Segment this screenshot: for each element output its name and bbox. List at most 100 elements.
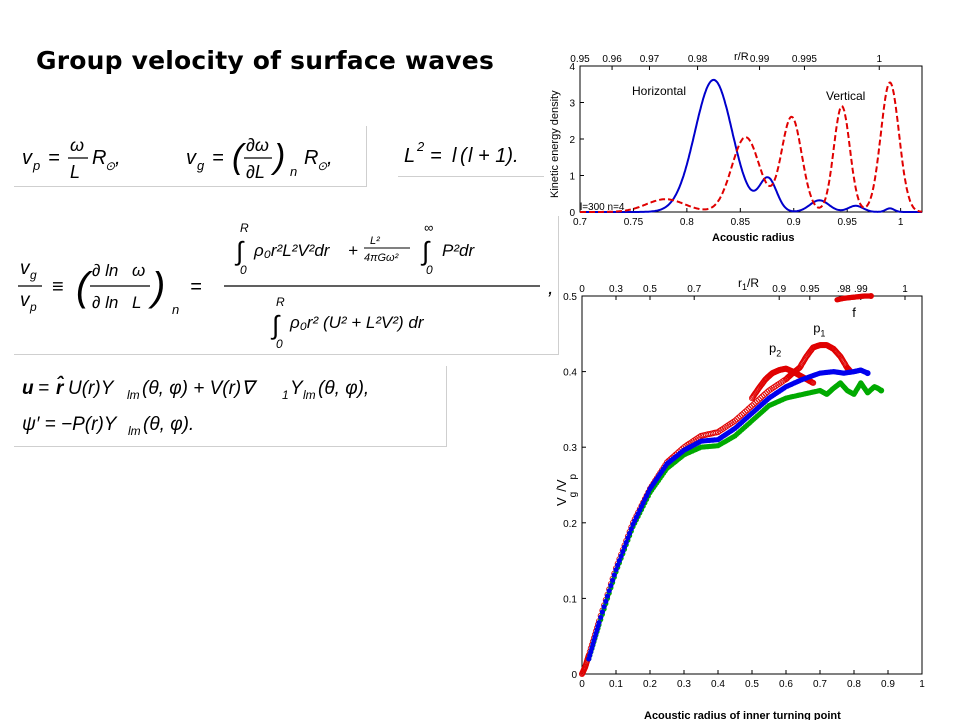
svg-text:∞: ∞: [424, 220, 433, 235]
chart2-x-tick-label: 1: [919, 679, 925, 690]
chart2-point: [604, 593, 611, 599]
svg-text:ψ′ = −P(r)Y: ψ′ = −P(r)Y: [22, 414, 118, 435]
chart2-x-tick-label: 0.1: [609, 679, 623, 690]
chart2-plot-frame: [581, 295, 923, 675]
svg-text:Y: Y: [290, 378, 304, 399]
chart1-y-tick-label: 2: [569, 135, 575, 146]
chart2-top-tick-label: 0.5: [643, 284, 657, 295]
svg-text:2: 2: [416, 139, 425, 154]
svg-text:P²dr: P²dr: [442, 241, 475, 260]
svg-text:R: R: [304, 147, 318, 169]
svg-text:L: L: [132, 293, 141, 312]
svg-text:4πGω²: 4πGω²: [364, 252, 399, 264]
svg-text:≡: ≡: [52, 276, 64, 298]
chart2-series-f: [834, 292, 874, 303]
chart2-x-tick-label: 0.3: [677, 679, 691, 690]
chart2-point: [608, 582, 614, 589]
svg-text:u: u: [22, 378, 34, 399]
chart2-x-tick-label: 0.6: [779, 679, 793, 690]
svg-text:1: 1: [282, 388, 289, 402]
chart2-x-tick-label: 0: [579, 679, 585, 690]
svg-text:g: g: [197, 158, 205, 173]
chart2-point: [623, 539, 629, 546]
svg-text:ρ₀r²L²V²dr: ρ₀r²L²V²dr: [253, 241, 331, 260]
chart2-point: [606, 588, 612, 594]
chart2-y-tick-label: 0.1: [563, 594, 577, 605]
chart1-x-tick-label: 0.7: [573, 217, 587, 228]
chart1-legend-vertical: Vertical: [826, 89, 865, 103]
chart2-x-tick-label: 0.9: [881, 679, 895, 690]
kinetic-energy-chart: r/R Acoustic radius Kinetic energy densi…: [549, 51, 923, 244]
chart2-top-tick-label: 1: [902, 284, 908, 295]
svg-text:R: R: [92, 147, 106, 169]
svg-text:v: v: [20, 258, 31, 279]
chart1-ylabel: Kinetic energy density: [549, 90, 561, 198]
svg-text:∫: ∫: [234, 236, 245, 266]
chart1-series-vertical-line: [580, 81, 923, 213]
chart2-point: [752, 399, 759, 406]
chart1-y-tick-label: 4: [569, 62, 575, 73]
chart2-point: [742, 408, 749, 415]
chart2-point: [750, 401, 757, 408]
chart2-series-blue: [586, 367, 871, 662]
chart2-top-tick-label: .99: [854, 284, 868, 295]
chart2-point: [743, 407, 750, 414]
chart1-x-tick-label: 0.95: [837, 217, 857, 228]
svg-text:⊙: ⊙: [105, 159, 116, 173]
chart2-point: [618, 553, 624, 559]
chart2-point: [737, 413, 744, 420]
svg-text:n: n: [172, 302, 179, 317]
chart1-xlabel: Acoustic radius: [712, 232, 795, 244]
chart2-annotation-p1: p1: [813, 320, 825, 338]
chart2-point: [738, 411, 745, 418]
chart2-point: [731, 417, 738, 424]
chart2-point: [754, 398, 761, 405]
chart2-y-tick-label: 0.2: [563, 519, 577, 530]
chart2-point: [603, 598, 609, 604]
chart1-y-tick-label: 3: [569, 99, 575, 110]
equation-ratio-svg: v g v p ≡ ( ∂ ln ω ∂ ln L ) n = R ∫ 0 ρ₀…: [18, 220, 554, 351]
svg-text:(: (: [76, 265, 93, 309]
chart2-annotation-f: f: [852, 305, 856, 320]
chart2-y-tick-label: 0.4: [563, 368, 577, 379]
equation-group-velocity-ratio: v g v p ≡ ( ∂ ln ω ∂ ln L ) n = R ∫ 0 ρ₀…: [14, 216, 559, 355]
chart2-point: [810, 379, 817, 386]
chart1-legend-horizontal: Horizontal: [632, 84, 686, 98]
chart2-point: [733, 416, 740, 423]
chart2-x-tick-label: 0.8: [847, 679, 861, 690]
svg-text:v: v: [20, 290, 31, 311]
chart2-point: [864, 370, 871, 377]
chart2-x-tick-label: 0.7: [813, 679, 827, 690]
chart2-point: [740, 410, 747, 417]
chart2-point: [610, 577, 616, 583]
svg-text:lm: lm: [303, 388, 316, 402]
svg-text:(: (: [232, 138, 247, 176]
svg-text:p: p: [29, 300, 37, 314]
chart2-top-tick-label: 0.7: [687, 284, 701, 295]
svg-text:∂ ln: ∂ ln: [92, 261, 118, 280]
chart2-top-axis-label: r1/R: [738, 276, 759, 292]
chart2-xlabel: Acoustic radius of inner turning point: [644, 710, 841, 720]
chart2-point: [878, 387, 885, 394]
chart2-top-tick-label: .98: [837, 284, 851, 295]
chart2-point: [760, 392, 767, 399]
chart2-point: [601, 604, 607, 610]
chart2-point: [745, 405, 752, 412]
svg-text:ω: ω: [70, 135, 84, 155]
svg-text:0: 0: [426, 263, 433, 277]
svg-text:g: g: [30, 268, 37, 282]
equation-velocity-definitions: v p = ω L R ⊙ , v g = ( ∂ω ∂L ) n R ⊙ ,: [14, 126, 367, 187]
svg-text:(θ, φ) + V(r)∇: (θ, φ) + V(r)∇: [142, 378, 258, 399]
chart2-point: [621, 544, 628, 550]
chart2-ylabel: Vg/Vp: [554, 473, 579, 506]
chart1-top-axis-label: r/R: [734, 51, 749, 63]
group-velocity-chart: r1/R Acoustic radius of inner turning po…: [554, 276, 925, 720]
svg-text:R: R: [240, 221, 249, 235]
chart1-x-tick-label: 0.75: [624, 217, 644, 228]
svg-text:,: ,: [115, 147, 121, 169]
chart2-point: [762, 390, 769, 397]
slide-title: Group velocity of surface waves: [36, 46, 495, 75]
equation-vp-vg-svg: v p = ω L R ⊙ , v g = ( ∂ω ∂L ) n R ⊙ ,: [22, 135, 333, 182]
svg-text:+: +: [348, 241, 358, 260]
chart2-x-tick-label: 0.4: [711, 679, 725, 690]
